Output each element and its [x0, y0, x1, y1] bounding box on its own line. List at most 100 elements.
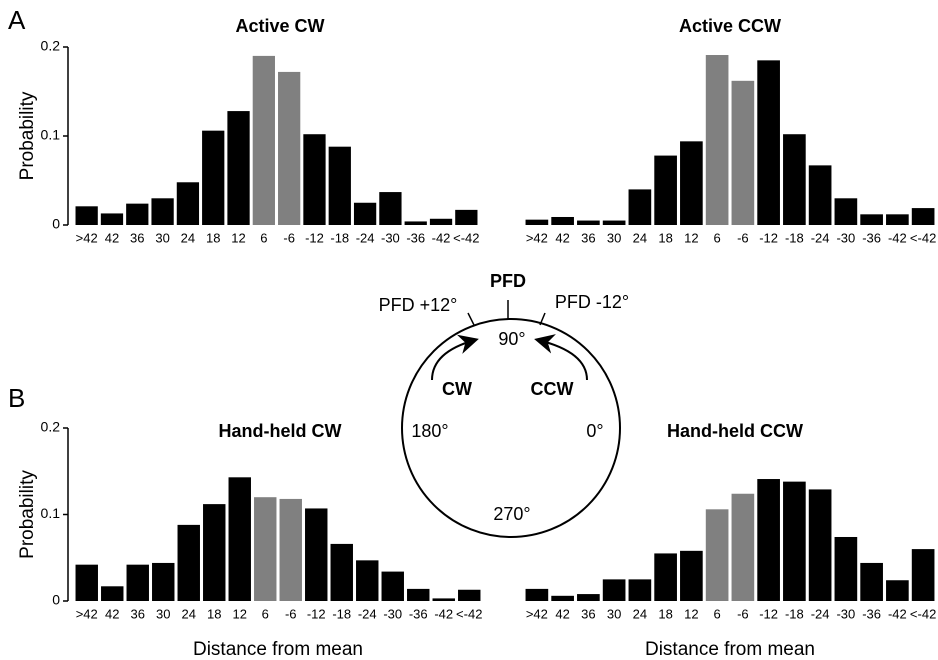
- bar: [886, 580, 909, 601]
- bar: [353, 202, 377, 225]
- bar: [278, 71, 301, 225]
- x-tick-label: -42: [888, 606, 907, 621]
- bar: [628, 189, 652, 225]
- x-tick-label: -42: [888, 230, 907, 245]
- x-tick-label: 24: [633, 230, 647, 245]
- y-tick-label: 0.1: [41, 505, 61, 521]
- x-tick-label: -12: [759, 606, 778, 621]
- bar: [177, 524, 200, 601]
- x-tick-label: 18: [207, 606, 221, 621]
- x-tick-label: -18: [785, 606, 804, 621]
- pfd-plus-label: PFD +12°: [379, 295, 458, 315]
- x-tick-label: -6: [737, 230, 749, 245]
- bar: [305, 508, 328, 601]
- x-tick-label: <-42: [910, 230, 936, 245]
- bar: [911, 549, 935, 601]
- bar: [757, 479, 780, 601]
- x-tick-label: >42: [526, 606, 548, 621]
- cw-arrow: [431, 334, 479, 381]
- ccw-label: CCW: [531, 379, 574, 399]
- bar: [303, 134, 326, 225]
- bar: [551, 216, 574, 225]
- bar: [783, 481, 806, 601]
- bar: [203, 504, 226, 601]
- x-tick-label: 42: [105, 606, 119, 621]
- x-tick-label: 12: [684, 606, 698, 621]
- bar: [525, 588, 549, 601]
- bar: [680, 550, 703, 601]
- chart-title: Hand-held CCW: [667, 421, 803, 441]
- x-tick-label: -42: [434, 606, 453, 621]
- bar: [705, 55, 729, 226]
- x-tick-label: -18: [332, 606, 351, 621]
- x-tick-label: 12: [233, 606, 247, 621]
- x-tick-label: -6: [737, 606, 749, 621]
- bar: [680, 141, 703, 225]
- x-tick-label: -12: [307, 606, 326, 621]
- x-tick-label: -24: [811, 230, 830, 245]
- x-tick-label: <-42: [910, 606, 936, 621]
- bar: [860, 214, 883, 225]
- bar: [602, 220, 626, 225]
- x-tick-label: 6: [262, 606, 269, 621]
- pfd-label: PFD: [490, 271, 526, 291]
- bar: [101, 586, 124, 601]
- bar: [911, 208, 935, 225]
- pfd-minus-label: PFD -12°: [555, 292, 629, 312]
- x-tick-label: >42: [526, 230, 548, 245]
- bar: [628, 579, 652, 601]
- x-tick-label: -30: [381, 230, 400, 245]
- angle-label: 270°: [493, 504, 530, 524]
- bar: [126, 564, 149, 601]
- bar: [151, 198, 174, 225]
- y-tick-label: 0: [52, 216, 60, 232]
- y-tick-label: 0.2: [41, 38, 61, 54]
- x-tick-label: -30: [836, 230, 855, 245]
- y-tick-label: 0.2: [41, 419, 61, 435]
- x-tick-label: -18: [785, 230, 804, 245]
- bar: [731, 493, 755, 601]
- bar: [356, 560, 379, 601]
- bar: [404, 221, 427, 225]
- x-tick-label: -36: [406, 230, 425, 245]
- x-tick-label: -24: [356, 230, 375, 245]
- bar: [429, 218, 453, 225]
- bar: [379, 192, 402, 225]
- x-tick-label: -24: [811, 606, 830, 621]
- bar: [602, 579, 626, 601]
- bar: [834, 536, 858, 601]
- bar: [100, 213, 124, 225]
- bar: [381, 571, 404, 601]
- x-tick-label: 42: [555, 230, 569, 245]
- x-tick-label: 6: [714, 230, 721, 245]
- x-tick-label: 36: [581, 230, 595, 245]
- x-tick-label: <-42: [456, 606, 482, 621]
- x-tick-label: 6: [714, 606, 721, 621]
- bar: [75, 564, 98, 601]
- bar: [808, 489, 832, 601]
- bar: [654, 155, 677, 225]
- cw-label: CW: [442, 379, 472, 399]
- x-tick-label: -6: [285, 606, 297, 621]
- x-tick-label: 24: [633, 606, 647, 621]
- circle: [401, 318, 621, 538]
- x-tick-label: 30: [156, 606, 170, 621]
- bar: [551, 595, 574, 601]
- bar: [458, 589, 481, 601]
- bar: [834, 198, 858, 225]
- angle-label: 90°: [498, 329, 525, 349]
- x-tick-label: 18: [658, 230, 672, 245]
- x-tick-label: -24: [358, 606, 377, 621]
- y-tick-label: 0.1: [41, 127, 61, 143]
- x-tick-label: 12: [684, 230, 698, 245]
- bar: [279, 498, 302, 601]
- x-tick-label: 18: [658, 606, 672, 621]
- bar: [330, 543, 353, 601]
- y-axis-label: Probability: [17, 91, 38, 180]
- bar: [525, 219, 549, 225]
- bar: [328, 146, 351, 225]
- x-tick-label: -18: [330, 230, 349, 245]
- x-tick-label: >42: [76, 230, 98, 245]
- x-tick-label: -42: [432, 230, 451, 245]
